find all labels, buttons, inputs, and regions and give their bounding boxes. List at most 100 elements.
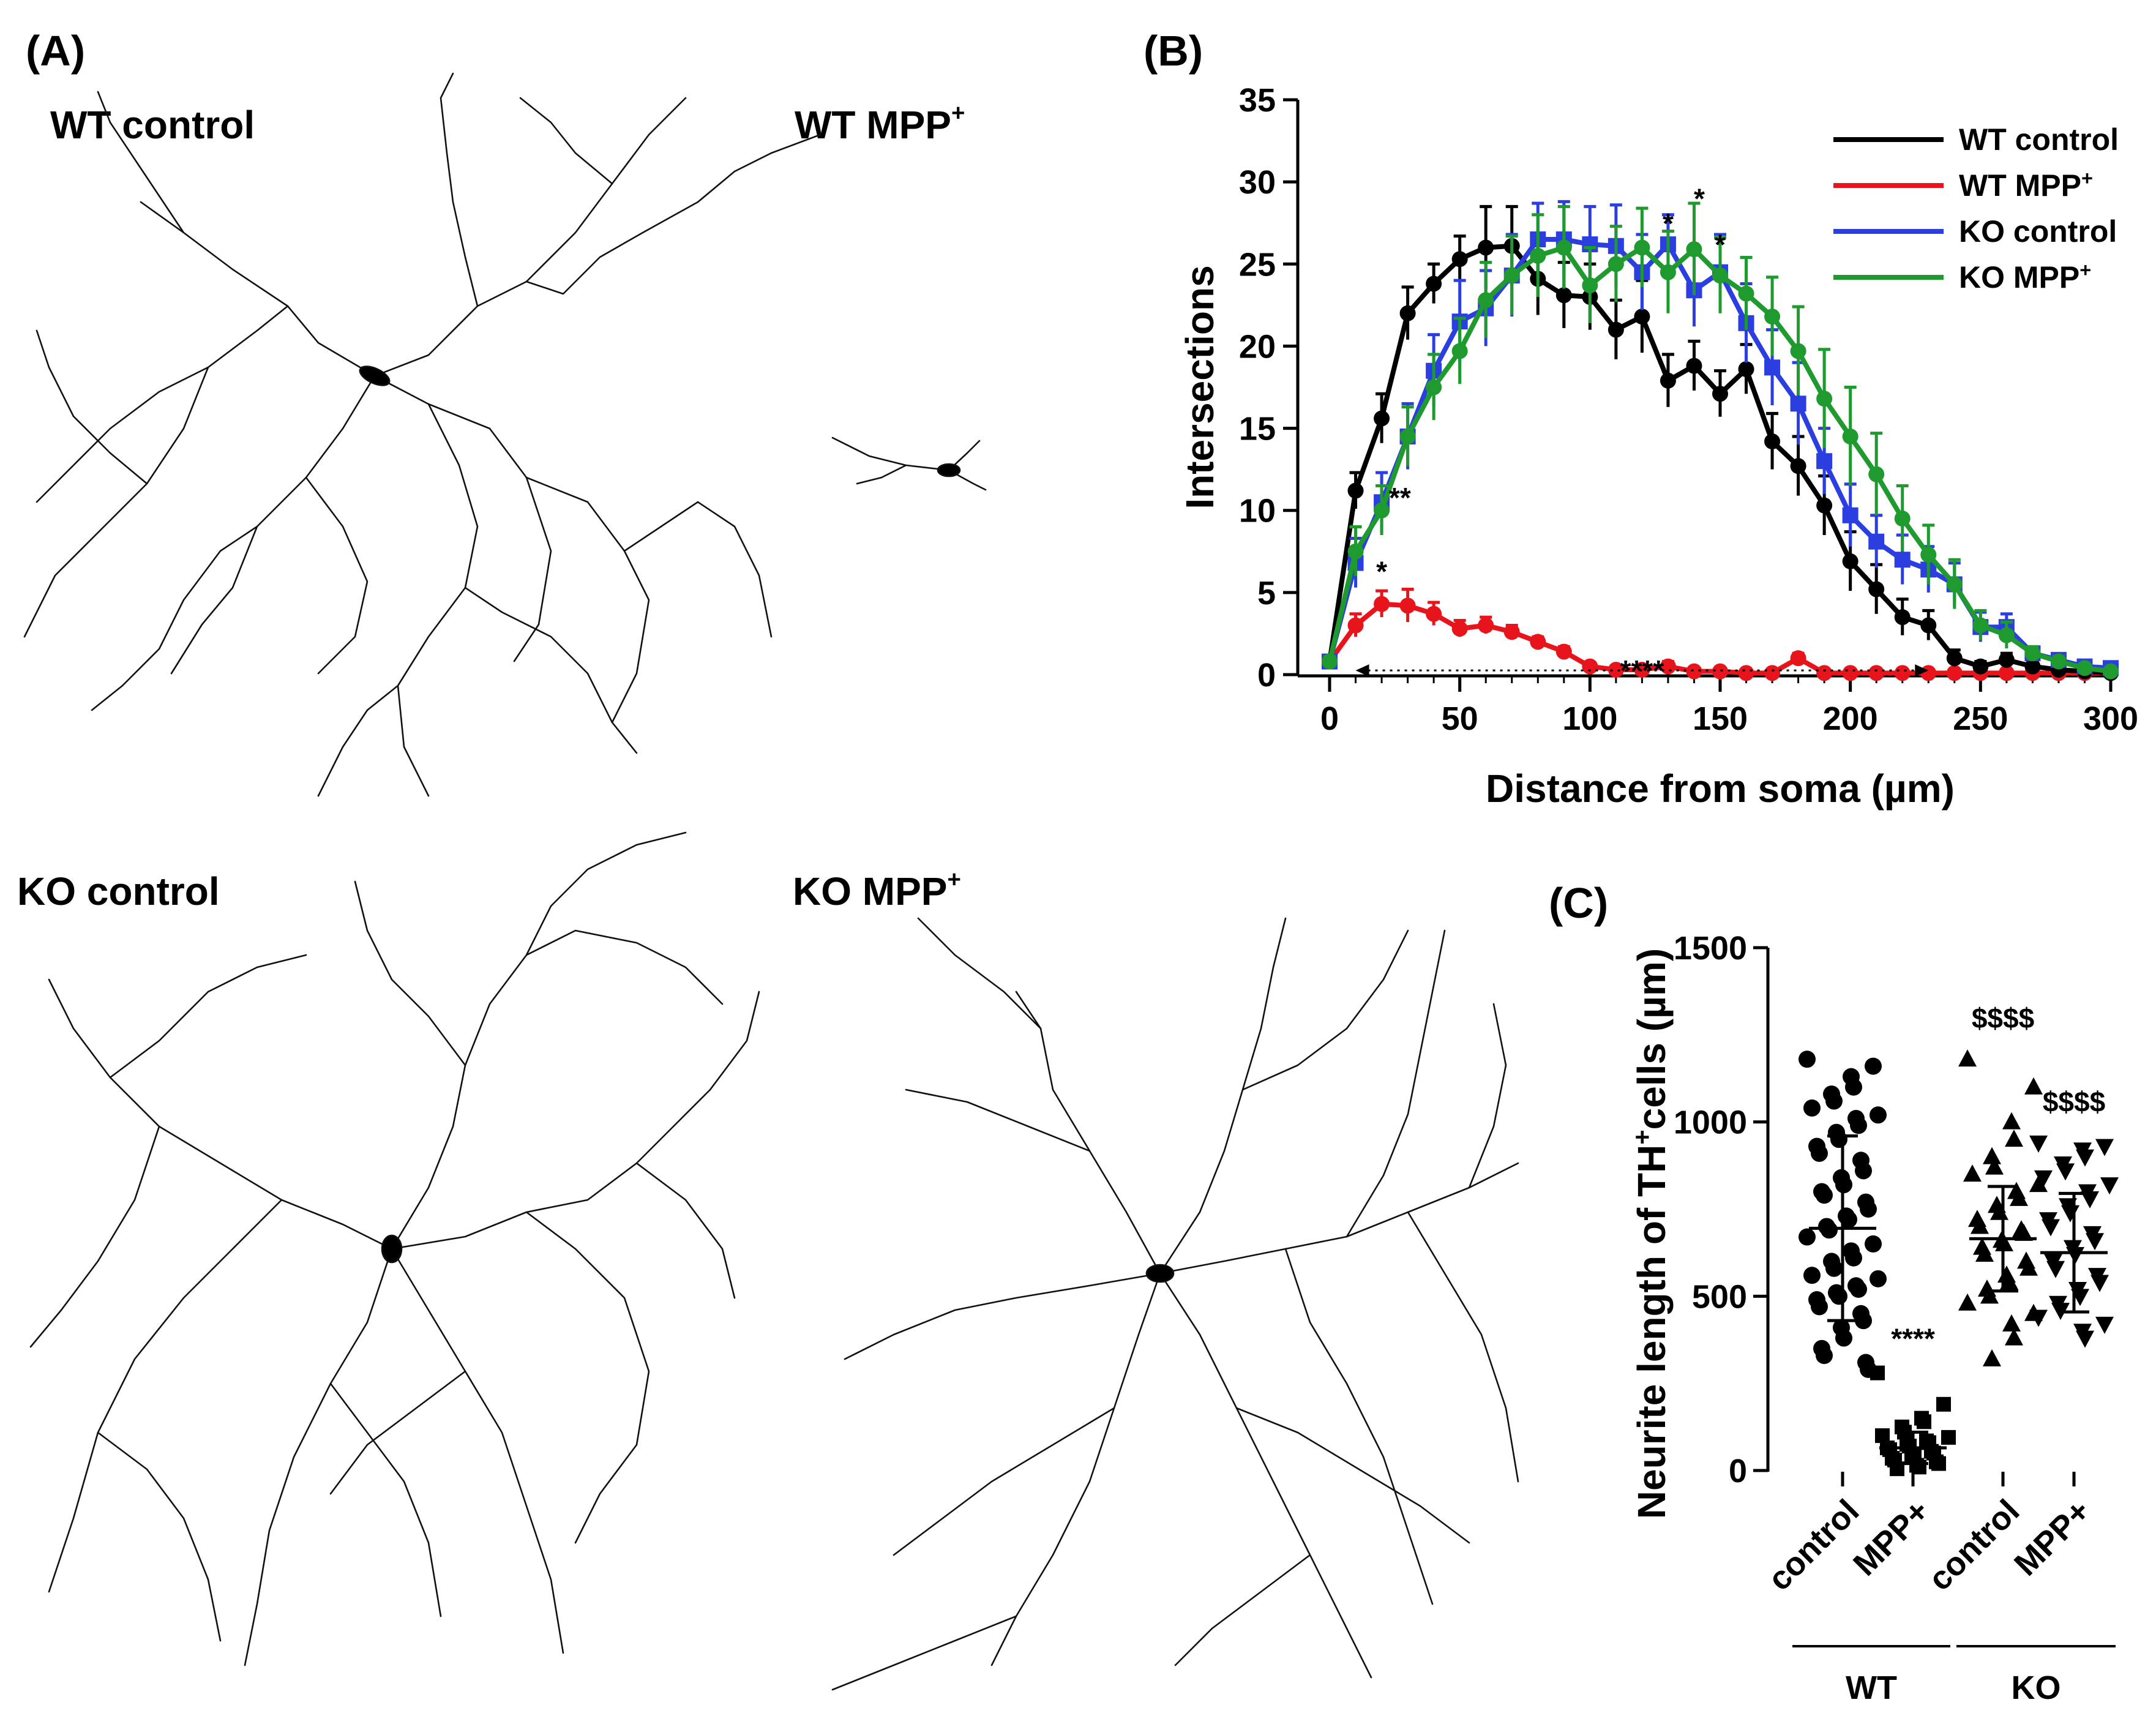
chart-c-y-tick-label: 500: [1692, 1278, 1747, 1315]
chart-c-point: [1850, 1117, 1867, 1134]
chart-b-y-tick-label: 0: [1257, 657, 1276, 694]
chart-c-point: [1830, 1131, 1847, 1148]
chart-b-y-tick-label: 5: [1257, 575, 1276, 612]
chart-c-point: [1975, 1245, 1994, 1262]
chart-c-point: [1799, 1228, 1816, 1246]
chart-b-point: [1894, 511, 1911, 527]
chart-b-point: [1660, 264, 1676, 280]
chart-c-point: [1917, 1414, 1931, 1429]
chart-c-point: [1803, 1099, 1821, 1117]
chart-b-point: [1686, 358, 1702, 374]
chart-b-point: [1478, 617, 1494, 634]
chart-b-point: [1764, 665, 1781, 681]
chart-b-x-tick-label: 200: [1823, 700, 1878, 737]
chart-b-significance-label: ****: [1620, 654, 1664, 686]
chart-c-point: [1845, 1078, 1862, 1096]
chart-b-point: [1530, 247, 1546, 264]
chart-b-point: [1555, 239, 1572, 256]
chart-c-point: [2029, 1309, 2048, 1327]
chart-b-point: [1998, 665, 2015, 681]
chart-b-point: [1634, 239, 1650, 256]
chart-c-point: [1958, 1049, 1977, 1067]
chart-b-significance-label: *: [1663, 208, 1674, 239]
chart-b-point: [1894, 552, 1911, 568]
chart-b-point: [1842, 665, 1858, 681]
chart-b-point: [1374, 596, 1390, 612]
chart-b-point: [1582, 658, 1598, 675]
chart-c-significance-label: $$$$: [2043, 1086, 2105, 1118]
chart-b-point: [1868, 533, 1885, 550]
chart-c-point: [2024, 1077, 2043, 1095]
chart-b-point: [1555, 287, 1572, 304]
chart-c-category-label: control: [1761, 1493, 1866, 1598]
chart-b-point: [1868, 665, 1885, 681]
chart-b-point: [1816, 391, 1833, 407]
chart-b-point: [1712, 386, 1728, 402]
chart-b-point: [1347, 617, 1364, 634]
chart-b-point: [1842, 507, 1858, 523]
chart-b-y-tick-label: 20: [1239, 328, 1276, 365]
chart-c-point: [1865, 1235, 1882, 1253]
chart-b-point: [1946, 665, 1963, 681]
chart-b-point: [1712, 268, 1728, 284]
chart-c-point: [1983, 1147, 2001, 1164]
chart-b-point: [1998, 651, 2015, 668]
chart-b-point: [1555, 643, 1572, 660]
chart-b-x-tick-label: 0: [1320, 700, 1339, 737]
chart-c-point: [2056, 1163, 2075, 1181]
chart-b-x-tick-label: 300: [2083, 700, 2138, 737]
chart-b-point: [1503, 624, 1520, 640]
chart-c-point: [1980, 1286, 1999, 1304]
chart-c-point: [1870, 1365, 1885, 1381]
chart-b-point: [1764, 433, 1781, 450]
chart-c-significance-label: ****: [1891, 1323, 1935, 1355]
chart-b-significance-label: *: [1715, 229, 1726, 261]
chart-b-series: [1322, 204, 2119, 681]
chart-b-y-tick-label: 25: [1239, 246, 1276, 283]
chart-c-point: [1816, 1186, 1833, 1204]
chart-c-y-tick-label: 0: [1729, 1453, 1747, 1489]
chart-c-point: [1811, 1298, 1828, 1316]
chart-b-y-tick-label: 10: [1239, 493, 1276, 530]
chart-b-point: [2024, 658, 2041, 675]
chart-c-point: [2010, 1188, 2028, 1206]
chart-b-legend-label: KO MPP+: [1959, 259, 2091, 294]
chart-c-point: [2002, 1314, 2021, 1332]
chart-c-point: [1860, 1201, 1877, 1218]
chart-c-point: [1825, 1259, 1843, 1277]
chart-b-significance-label: *: [1376, 556, 1387, 588]
chart-c-point: [1821, 1221, 1838, 1239]
chart-b-series: [1322, 201, 2119, 680]
chart-c-y-tick-label: 1500: [1674, 930, 1747, 967]
chart-b-point: [1998, 627, 2015, 643]
chart-b-point: [1790, 458, 1806, 474]
chart-c-point: [1971, 1216, 1989, 1234]
chart-c-point: [1855, 1312, 1872, 1330]
ko-control-neuron-image: [29, 831, 760, 1666]
chart-c-point: [2005, 1130, 2023, 1147]
chart-b-point: [1712, 663, 1728, 680]
chart-b-point: [1842, 553, 1858, 569]
chart-b-point: [1790, 650, 1806, 667]
chart-b-point: [1764, 309, 1781, 325]
chart-b-point: [1503, 268, 1520, 284]
chart-c-point: [1840, 1211, 1857, 1229]
chart-b-point: [1374, 502, 1390, 519]
chart-b-point: [1660, 372, 1676, 389]
chart-b-point: [1426, 605, 1442, 622]
chart-b-point: [1399, 598, 1416, 614]
chart-c-group-label: WT: [1846, 1669, 1897, 1706]
chart-c-point: [1941, 1429, 1956, 1445]
chart-c-group-label: KO: [2012, 1669, 2061, 1706]
chart-b-legend-label: KO control: [1959, 214, 2117, 249]
chart-c-point: [2002, 1112, 2021, 1130]
chart-b-y-tick-label: 30: [1239, 164, 1276, 201]
chart-b-point: [1894, 665, 1911, 681]
chart-b-point: [1738, 665, 1754, 681]
chart-c-group: [2029, 1135, 2119, 1348]
chart-b-point: [1894, 609, 1911, 626]
chart-c-point: [2076, 1330, 2094, 1348]
chart-c-point: [2061, 1205, 2079, 1223]
chart-c-point: [1855, 1162, 1872, 1180]
